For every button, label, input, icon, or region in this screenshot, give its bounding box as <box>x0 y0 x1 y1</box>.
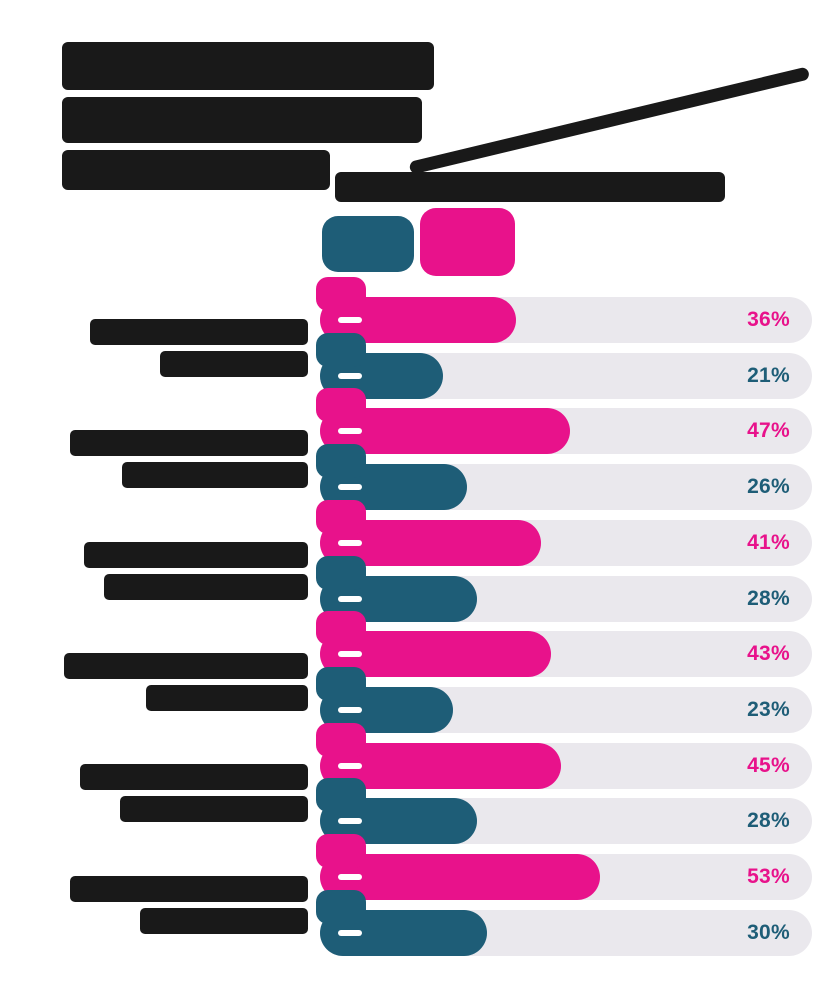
value-label: 36% <box>747 308 790 331</box>
bar-notch <box>316 388 366 423</box>
bar-notch <box>316 834 366 868</box>
bar-row: 28% <box>316 778 812 845</box>
bar-row: 45% <box>316 722 812 789</box>
bar-row: 30% <box>316 889 812 956</box>
bar-teal <box>316 778 478 845</box>
category-label-redacted <box>58 764 308 823</box>
bar-notch <box>316 277 366 311</box>
bar-row: 36% <box>316 277 812 343</box>
title-redacted-line <box>62 42 434 90</box>
category-label-redacted-line <box>120 796 308 823</box>
bar-row: 47% <box>316 388 812 455</box>
bar-notch <box>316 332 366 367</box>
bar-inline-dash <box>338 428 362 435</box>
bar-notch <box>316 889 366 924</box>
category-label-redacted <box>58 430 308 489</box>
bar-inline-dash <box>338 317 362 323</box>
category-label-redacted-line <box>160 350 308 377</box>
bar-inline-dash <box>338 595 362 602</box>
bar-inline-dash <box>338 484 362 491</box>
value-label: 28% <box>747 586 790 610</box>
bar-inline-dash <box>338 539 362 546</box>
category-label-redacted <box>58 318 308 377</box>
value-label: 21% <box>747 363 790 387</box>
value-label: 47% <box>747 419 790 443</box>
legend-swatch-teal <box>322 216 414 272</box>
category-label-redacted <box>58 541 308 600</box>
value-label: 43% <box>747 642 790 666</box>
bar-row: 28% <box>316 555 812 622</box>
value-label: 23% <box>747 697 790 721</box>
bar-pink <box>316 834 600 900</box>
title-redacted-line <box>62 97 422 143</box>
category-label-redacted-line <box>64 653 308 680</box>
legend-swatch-pink <box>420 208 515 276</box>
value-label: 45% <box>747 753 790 777</box>
bar-notch <box>316 611 366 646</box>
bar-notch <box>316 555 366 590</box>
category-label-redacted-line <box>84 541 308 568</box>
bar-notch <box>316 722 366 757</box>
bar-row: 23% <box>316 666 812 733</box>
category-label-redacted-line <box>70 875 308 902</box>
title-redacted-line <box>62 150 330 190</box>
bar-row: 53% <box>316 834 812 900</box>
value-label: 30% <box>747 920 790 944</box>
bar-inline-dash <box>338 372 362 379</box>
bar-row: 21% <box>316 332 812 399</box>
category-label-redacted <box>58 875 308 934</box>
bar-inline-dash <box>338 651 362 658</box>
category-label-redacted <box>58 653 308 712</box>
bar-pink <box>316 388 571 455</box>
title-swoosh-stroke <box>408 66 811 175</box>
value-label: 41% <box>747 530 790 554</box>
bar-notch <box>316 444 366 479</box>
value-label: 28% <box>747 809 790 833</box>
bar-notch <box>316 778 366 813</box>
category-label-redacted-line <box>122 462 308 489</box>
bar-inline-dash <box>338 874 362 880</box>
bar-teal <box>316 444 468 511</box>
bar-inline-dash <box>338 706 362 713</box>
bar-notch <box>316 666 366 701</box>
subtitle-redacted-line <box>335 172 725 202</box>
category-label-redacted-line <box>140 907 308 934</box>
value-label: 26% <box>747 475 790 499</box>
bar-inline-dash <box>338 929 362 936</box>
bar-row: 41% <box>316 499 812 566</box>
bar-inline-dash <box>338 762 362 769</box>
bar-row: 26% <box>316 444 812 511</box>
category-label-redacted-line <box>90 318 308 345</box>
category-label-redacted-line <box>146 685 308 712</box>
value-label: 53% <box>747 865 790 888</box>
category-label-redacted-line <box>80 764 308 791</box>
bar-inline-dash <box>338 818 362 825</box>
category-label-redacted-line <box>104 573 308 600</box>
bar-teal <box>316 889 487 956</box>
bar-notch <box>316 499 366 534</box>
bar-row: 43% <box>316 611 812 678</box>
category-label-redacted-line <box>70 430 308 457</box>
